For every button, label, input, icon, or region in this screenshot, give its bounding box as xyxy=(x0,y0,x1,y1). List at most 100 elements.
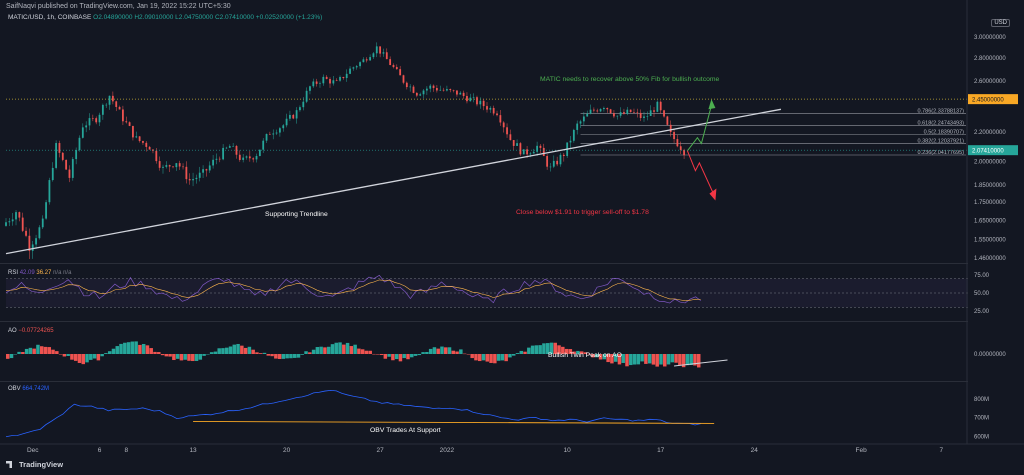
ao-bar xyxy=(168,354,172,357)
price-candle xyxy=(572,129,575,141)
ao-bar xyxy=(255,352,259,354)
price-candle xyxy=(142,141,144,143)
time-tick: 24 xyxy=(751,447,759,454)
price-candle xyxy=(295,110,298,119)
price-candle xyxy=(476,97,478,105)
price-candle xyxy=(218,158,221,160)
ao-bar xyxy=(149,348,153,354)
price-candle xyxy=(349,68,351,74)
ao-bar xyxy=(606,354,610,363)
ao-bar xyxy=(345,342,350,354)
bearish-arrowhead xyxy=(709,188,717,201)
ao-bar xyxy=(508,354,512,358)
price-tick: 2.60000000 xyxy=(974,79,1006,85)
price-candle xyxy=(596,110,599,112)
time-tick: Dec xyxy=(27,447,39,454)
ao-bar xyxy=(587,353,591,355)
price-candle xyxy=(78,137,81,151)
ao-bar xyxy=(164,354,169,357)
pane-divider[interactable] xyxy=(0,381,968,382)
ao-bar xyxy=(349,346,354,354)
pane-divider[interactable] xyxy=(0,321,968,322)
price-candle xyxy=(579,121,582,124)
price-candle xyxy=(586,113,589,117)
pane-divider[interactable] xyxy=(0,263,968,264)
price-candle xyxy=(479,100,482,105)
price-tick: 2.20000000 xyxy=(974,130,1006,136)
price-candle xyxy=(532,151,535,154)
rsi-axis-tick: 25.00 xyxy=(974,309,990,315)
price-candle xyxy=(188,179,191,181)
price-candle xyxy=(235,145,238,155)
price-candle xyxy=(415,92,418,96)
price-candle xyxy=(369,57,371,61)
price-candle xyxy=(359,62,361,67)
ao-bar xyxy=(391,354,395,361)
ao-bar xyxy=(274,354,278,359)
price-candle xyxy=(165,165,168,167)
price-candle xyxy=(222,147,225,160)
ao-bar xyxy=(685,354,690,366)
ao-bar xyxy=(202,354,206,356)
price-candle xyxy=(202,169,204,173)
ao-bar xyxy=(70,354,74,360)
ao-bar xyxy=(58,354,63,355)
ao-bar xyxy=(647,354,652,364)
ao-bar xyxy=(500,354,505,361)
ao-bar xyxy=(617,354,622,365)
ao-bar xyxy=(425,351,429,354)
ao-bar xyxy=(13,354,18,355)
ao-bar xyxy=(659,354,663,365)
ao-bar xyxy=(77,354,82,363)
price-candle xyxy=(88,118,91,126)
price-candle xyxy=(452,90,455,91)
time-tick: 7 xyxy=(939,447,943,454)
ao-bar xyxy=(194,354,199,361)
time-tick: Feb xyxy=(856,447,868,454)
published-info: published on TradingView.com, Jan 19, 20… xyxy=(37,3,231,10)
ao-bar xyxy=(96,354,101,361)
price-candle xyxy=(603,108,605,110)
ao-bar xyxy=(342,344,346,354)
ao-bar xyxy=(579,351,584,354)
ao-bar xyxy=(697,354,701,368)
ao-bar xyxy=(681,354,686,368)
chart-header: SaifNaqvi published on TradingView.com, … xyxy=(6,3,231,10)
price-candle xyxy=(446,89,448,91)
ao-bar xyxy=(179,354,184,361)
ao-bar xyxy=(568,349,573,354)
ao-bar xyxy=(459,349,463,354)
ao-bar xyxy=(455,351,459,354)
price-candle xyxy=(429,85,432,89)
price-candle xyxy=(663,110,665,117)
price-tick: 3.00000000 xyxy=(974,35,1006,41)
ao-bar xyxy=(258,353,263,354)
currency-badge[interactable]: USD xyxy=(991,19,1010,27)
price-candle xyxy=(31,244,34,251)
price-candle xyxy=(262,140,265,150)
obv-value: 664.742M xyxy=(22,386,50,392)
ao-bar xyxy=(519,350,524,354)
ao-bar xyxy=(73,354,78,361)
price-candle xyxy=(546,156,549,167)
price-candle xyxy=(422,90,425,95)
ao-bar xyxy=(251,349,255,354)
price-candle xyxy=(55,143,58,168)
price-candle xyxy=(355,66,358,68)
ohlc-values: O2.04890000 H2.09010000 L2.04750000 C2.0… xyxy=(93,14,323,21)
ao-bar xyxy=(304,351,308,354)
ao-bar xyxy=(470,354,474,359)
price-candle xyxy=(559,154,562,165)
fib-level-label: 0.5(2.18390707) xyxy=(924,129,965,135)
ao-bar xyxy=(123,342,127,354)
price-candle xyxy=(512,140,515,146)
price-candle xyxy=(402,75,405,83)
price-candle xyxy=(279,128,281,133)
ao-bar xyxy=(296,354,301,358)
rsi-axis-tick: 75.00 xyxy=(974,273,990,279)
price-candle xyxy=(385,52,388,60)
ao-bar xyxy=(36,344,40,354)
price-candle xyxy=(75,150,78,160)
ao-bar xyxy=(323,347,327,354)
